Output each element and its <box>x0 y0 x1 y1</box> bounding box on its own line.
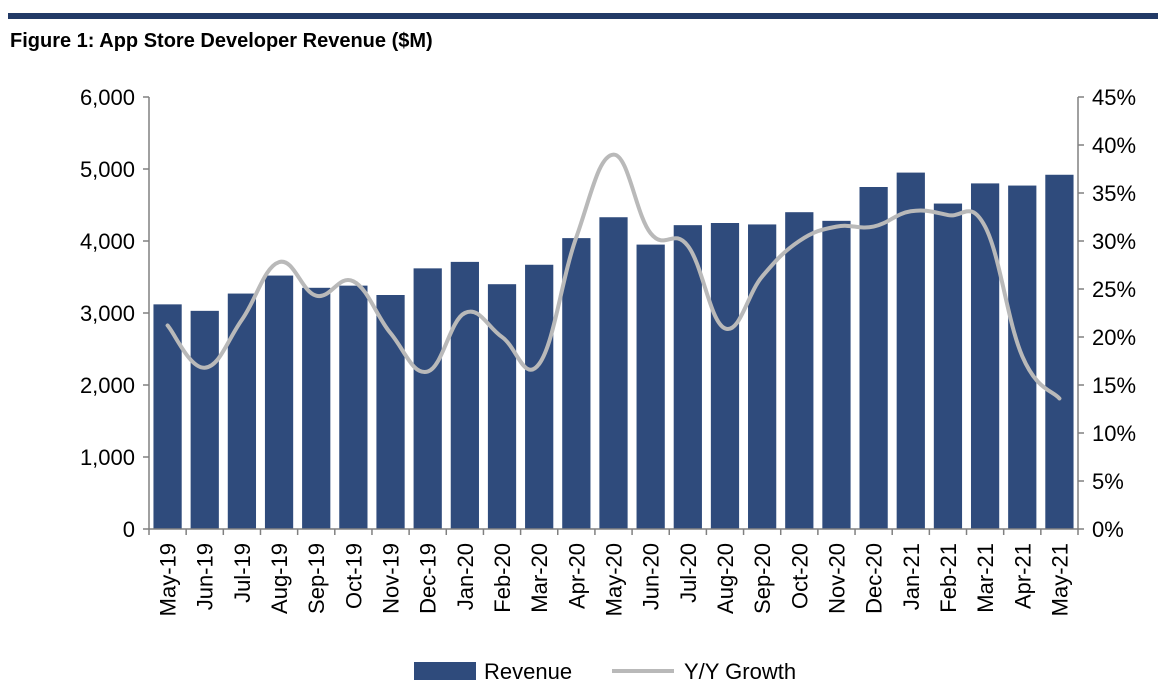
y-left-tick-label: 4,000 <box>80 229 135 254</box>
growth-line <box>165 152 1062 401</box>
bar-dec-19 <box>413 268 442 529</box>
axes <box>143 96 1084 535</box>
bar-jul-19 <box>227 293 257 529</box>
y-left-tick-label: 0 <box>123 517 135 542</box>
x-tick-label: Jun-20 <box>639 543 664 610</box>
x-tick-label: Feb-21 <box>936 543 961 613</box>
y-right-tick-labels: 0% 5% 10% 15% 20% 25% 30% 35% 40% 45% <box>1092 85 1136 542</box>
y-right-tick-label: 45% <box>1092 85 1136 110</box>
y-right-tick-label: 25% <box>1092 277 1136 302</box>
y-right-tick-label: 5% <box>1092 469 1124 494</box>
y-right-tick-label: 40% <box>1092 133 1136 158</box>
x-tick-label: Mar-20 <box>527 543 552 613</box>
x-tick-label: Feb-20 <box>490 543 515 613</box>
bar-jan-21 <box>896 172 925 529</box>
line-series <box>165 152 1062 401</box>
bar-may-21 <box>1045 174 1074 529</box>
bar-jul-20 <box>673 225 702 529</box>
bar-aug-20 <box>710 223 740 529</box>
bar-apr-20 <box>562 238 591 529</box>
y-right-tick-label: 15% <box>1092 373 1136 398</box>
x-tick-label: Sep-19 <box>304 543 329 614</box>
x-tick-labels: May-19 Jun-19 Jul-19 Aug-19 Sep-19 Oct-19 Nov-… <box>156 543 1073 616</box>
bar-jan-20 <box>450 261 479 529</box>
x-tick-label: Dec-20 <box>862 543 887 614</box>
x-tick-label: May-20 <box>602 543 627 616</box>
y-left-tick-label: 1,000 <box>80 445 135 470</box>
y-right-tick-label: 30% <box>1092 229 1136 254</box>
bar-sep-19 <box>302 287 331 529</box>
x-tick-label: Jul-19 <box>230 543 255 603</box>
x-tick-label: Jan-21 <box>899 543 924 610</box>
x-tick-label: Jan-20 <box>453 543 478 610</box>
y-left-tick-label: 5,000 <box>80 157 135 182</box>
legend-revenue-label: Revenue <box>484 659 572 684</box>
y-left-tick-labels: 0 1,000 2,000 3,000 4,000 5,000 6,000 <box>80 85 135 542</box>
legend-revenue-swatch <box>414 662 476 680</box>
x-tick-label: Sep-20 <box>750 543 775 614</box>
x-tick-label: Oct-19 <box>341 543 366 609</box>
y-right-tick-label: 35% <box>1092 181 1136 206</box>
bar-nov-20 <box>822 220 851 529</box>
bar-oct-19 <box>339 285 368 529</box>
chart-title: Figure 1: App Store Developer Revenue ($… <box>10 30 433 52</box>
y-right-tick-label: 20% <box>1092 325 1136 350</box>
y-left-tick-label: 6,000 <box>80 85 135 110</box>
bar-series <box>153 172 1074 530</box>
x-tick-label: Dec-19 <box>416 543 441 614</box>
bar-dec-20 <box>859 187 888 529</box>
bar-mar-20 <box>525 264 554 529</box>
y-right-tick-label: 0% <box>1092 517 1124 542</box>
x-tick-label: Jun-19 <box>193 543 218 610</box>
bar-mar-21 <box>970 183 1000 529</box>
bar-oct-20 <box>785 212 814 529</box>
legend: Revenue Y/Y Growth <box>414 659 796 684</box>
x-tick-label: May-21 <box>1047 543 1072 616</box>
x-tick-label: Mar-21 <box>973 543 998 613</box>
x-tick-label: Apr-20 <box>564 543 589 609</box>
y-right-tick-label: 10% <box>1092 421 1136 446</box>
x-tick-label: Oct-20 <box>787 543 812 609</box>
x-tick-label: Apr-21 <box>1010 543 1035 609</box>
x-tick-label: Jul-20 <box>676 543 701 603</box>
legend-growth-label: Y/Y Growth <box>684 659 796 684</box>
x-tick-label: Aug-20 <box>713 543 738 614</box>
y-left-tick-label: 2,000 <box>80 373 135 398</box>
bar-may-20 <box>599 217 628 530</box>
bar-feb-21 <box>933 203 963 529</box>
bar-feb-20 <box>487 284 517 529</box>
bar-sep-20 <box>748 224 777 529</box>
x-tick-label: Nov-20 <box>824 543 849 614</box>
x-tick-label: May-19 <box>156 543 181 616</box>
x-tick-label: Aug-19 <box>267 543 292 614</box>
y-left-tick-label: 3,000 <box>80 301 135 326</box>
bar-jun-20 <box>636 244 665 529</box>
x-tick-label: Nov-19 <box>379 543 404 614</box>
top-rule <box>8 13 1158 19</box>
bar-aug-19 <box>264 275 294 529</box>
bar-jun-19 <box>190 310 219 529</box>
